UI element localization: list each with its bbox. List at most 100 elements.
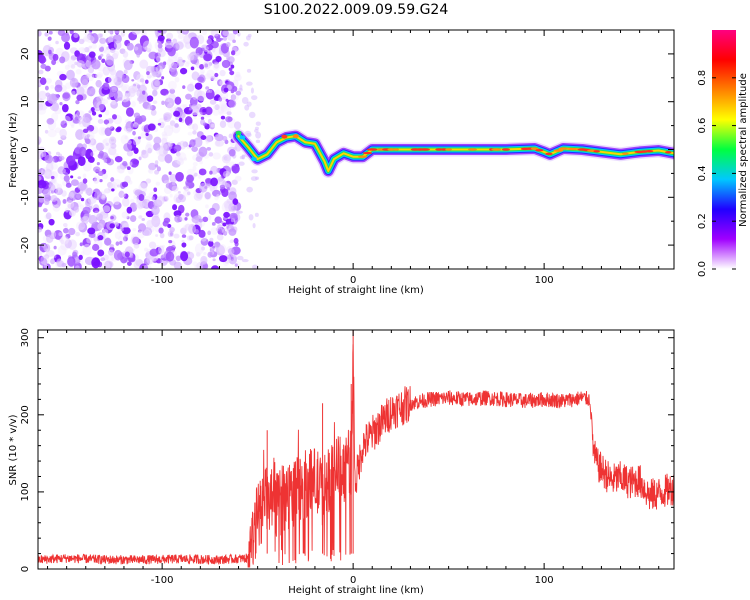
heatmap-noise-cell [90, 33, 99, 44]
heatmap-noise-cell [217, 230, 223, 235]
heatmap-noise-cell [113, 50, 120, 57]
heatmap-hot-cell [491, 148, 502, 151]
heatmap-noise-cell [154, 169, 160, 175]
heatmap-noise-cell [121, 181, 129, 188]
heatmap-noise-cell [109, 223, 115, 229]
heatmap-noise-cell [136, 230, 145, 239]
heatmap-noise-cell [67, 256, 76, 267]
heatmap-noise-cell [170, 69, 178, 78]
heatmap-noise-cell [186, 60, 191, 65]
heatmap-noise-cell [48, 183, 52, 188]
heatmap-noise-cell [107, 96, 111, 100]
heatmap-noise-cell [192, 165, 197, 171]
heatmap-noise-cell [167, 93, 177, 105]
heatmap-noise-cell [77, 176, 82, 180]
heatmap-noise-cell [111, 188, 115, 192]
heatmap-noise-cell [219, 120, 227, 128]
heatmap-noise-cell [216, 194, 220, 199]
heatmap-noise-cell [62, 227, 69, 234]
heatmap-noise-cell [214, 72, 219, 78]
heatmap-noise-cell [51, 102, 59, 112]
heatmap-noise-cell [64, 239, 72, 249]
heatmap-noise-cell [75, 68, 82, 75]
heatmap-noise-cell [180, 227, 187, 235]
heatmap-noise-cell [136, 84, 141, 89]
heatmap-noise-cell [65, 182, 72, 188]
heatmap-noise-cell [251, 169, 258, 174]
snr-x-tick-label: -100 [151, 575, 174, 586]
heatmap-noise-cell [161, 131, 168, 137]
heatmap-noise-cell [211, 221, 216, 226]
heatmap-noise-cell [173, 210, 182, 217]
heatmap-noise-cell [222, 154, 232, 162]
heatmap-noise-cell [252, 223, 256, 229]
heatmap-noise-cell [110, 100, 117, 106]
heatmap-noise-cell [96, 101, 105, 111]
heatmap-hot-cell [665, 151, 672, 154]
heatmap-noise-cell [106, 254, 115, 263]
heatmap-noise-cell [100, 46, 104, 52]
heatmap-noise-cell [203, 53, 213, 62]
heatmap-noise-cell [84, 138, 89, 144]
heatmap-noise-cell [192, 95, 198, 100]
heatmap-noise-cell [38, 150, 44, 160]
heatmap-noise-cell [87, 227, 96, 235]
heatmap-noise-cell [139, 115, 147, 122]
heatmap-noise-cell [70, 179, 79, 187]
heatmap-noise-cell [241, 259, 249, 263]
heatmap-noise-cell [187, 251, 191, 255]
heatmap-noise-cell [102, 228, 109, 235]
heatmap-noise-cell [38, 175, 42, 181]
snr-x-tick-label: 100 [535, 575, 554, 586]
heatmap-noise-cell [229, 239, 235, 244]
heatmap-noise-cell [219, 184, 226, 190]
heatmap-noise-cell [132, 227, 137, 232]
heatmap-noise-cell [103, 188, 111, 194]
heatmap-noise-cell [204, 135, 213, 143]
heatmap-noise-cell [96, 71, 104, 78]
heatmap-noise-cell [233, 121, 242, 130]
heatmap-hot-cell [644, 149, 654, 153]
heatmap-noise-cell [52, 253, 57, 259]
heatmap-noise-cell [230, 50, 236, 56]
heatmap-noise-cell [68, 227, 76, 236]
heatmap-noise-cell [236, 210, 243, 214]
heatmap-noise-cell [222, 30, 230, 36]
heatmap-noise-cell [89, 138, 97, 146]
heatmap-noise-cell [200, 255, 208, 265]
heatmap-noise-cell [182, 104, 188, 109]
heatmap-noise-cell [197, 174, 202, 179]
heatmap-noise-cell [213, 62, 220, 69]
heatmap-noise-cell [204, 186, 208, 189]
heatmap-noise-cell [120, 95, 130, 103]
heatmap-noise-cell [228, 99, 237, 108]
heatmap-noise-cell [210, 265, 220, 269]
heatmap-noise-cell [39, 98, 43, 102]
heatmap-noise-cell [193, 137, 203, 148]
heatmap-noise-cell [170, 62, 178, 70]
heatmap-noise-cell [108, 136, 117, 145]
heatmap-noise-cell [119, 240, 123, 245]
heatmap-noise-cell [102, 66, 111, 76]
heatmap-noise-cell [104, 237, 112, 246]
heatmap-noise-cell [120, 134, 129, 145]
heatmap-noise-cell [93, 178, 99, 184]
heatmap-noise-cell [223, 87, 229, 93]
snr-ticks: -100 0 100 0 100 200 300 [20, 328, 674, 586]
heatmap-noise-cell [110, 100, 118, 109]
heatmap-noise-cell [62, 91, 71, 102]
heatmap-noise-cell [79, 242, 83, 247]
heatmap-noise-cell [82, 47, 87, 52]
heatmap-noise-cell [200, 116, 205, 120]
heatmap-noise-cell [99, 38, 103, 44]
heatmap-noise-cell [45, 162, 54, 173]
snr-y-tick-label: 0 [20, 566, 31, 572]
colorbar-label: Normalized spectral amplitude [738, 73, 749, 227]
heatmap-noise-cell [44, 77, 52, 84]
spectrogram-x-label: Height of straight line (km) [288, 285, 424, 296]
heatmap-noise-cell [78, 222, 88, 233]
heatmap-noise-cell [112, 52, 119, 60]
heatmap-noise-cell [169, 193, 173, 198]
heatmap-noise-cell [104, 260, 114, 269]
heatmap-noise-cell [175, 171, 184, 182]
